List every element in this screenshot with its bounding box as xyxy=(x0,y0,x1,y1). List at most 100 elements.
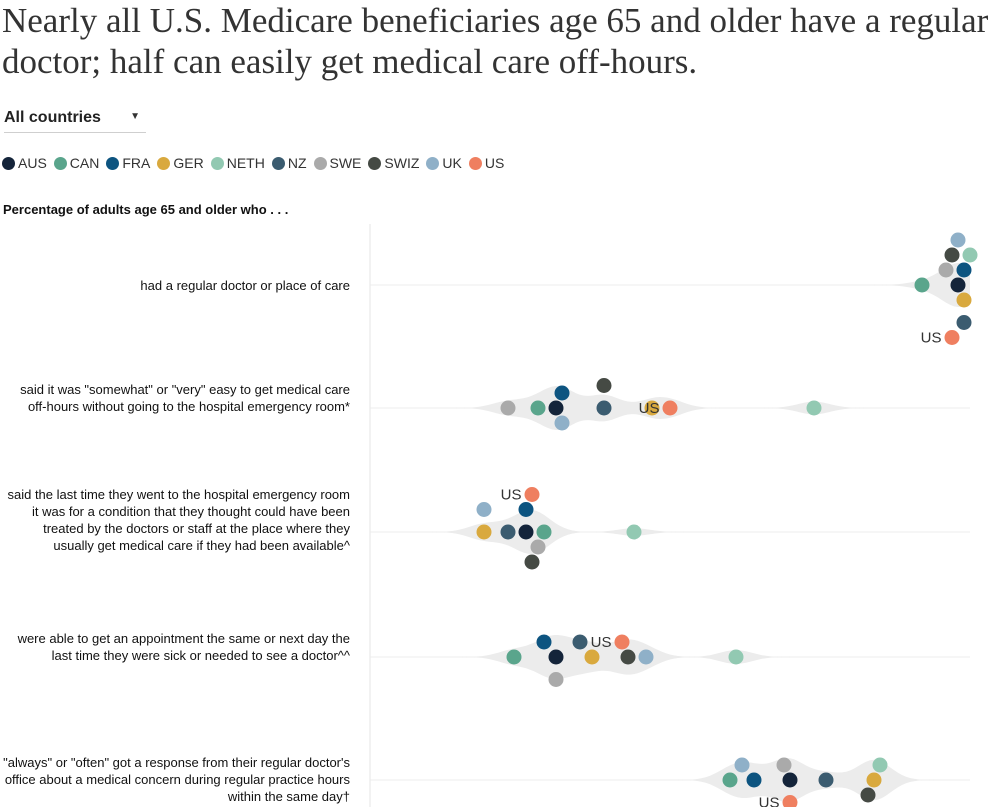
data-point-swiz xyxy=(524,554,540,570)
data-point-us xyxy=(614,634,630,650)
legend-label: NETH xyxy=(226,155,265,171)
data-point-fra xyxy=(536,634,552,650)
data-point-us xyxy=(524,487,540,502)
country-filter-label: All countries xyxy=(4,109,101,126)
data-point-aus xyxy=(518,524,534,540)
data-point-swe xyxy=(938,262,954,278)
legend-item-can: CAN xyxy=(53,155,100,171)
data-point-neth xyxy=(728,649,744,665)
legend-label: FRA xyxy=(122,155,151,171)
density-shape xyxy=(802,263,970,307)
legend-swatch xyxy=(271,156,285,170)
data-point-ger xyxy=(644,400,660,416)
legend-swatch xyxy=(468,156,482,170)
legend-label: UK xyxy=(442,155,462,171)
legend-item-neth: NETH xyxy=(210,155,265,171)
data-point-swe xyxy=(530,539,546,555)
caret-down-icon: ▼ xyxy=(130,111,140,122)
data-point-can xyxy=(506,649,522,665)
us-highlight-label: US xyxy=(639,400,660,417)
data-point-swiz xyxy=(860,787,876,803)
data-point-nz xyxy=(956,315,972,330)
data-point-fra xyxy=(746,772,762,788)
data-point-ger xyxy=(584,649,600,665)
legend-label: NZ xyxy=(287,155,307,171)
data-point-fra xyxy=(956,262,972,278)
data-point-can xyxy=(914,277,930,293)
data-point-swe xyxy=(548,672,564,687)
legend-label: SWE xyxy=(329,155,362,171)
us-highlight-label: US xyxy=(501,487,522,504)
us-highlight-label: US xyxy=(921,330,942,347)
data-point-uk xyxy=(734,757,750,773)
density-shape xyxy=(388,386,932,430)
data-point-can xyxy=(536,524,552,540)
data-point-uk xyxy=(554,415,570,431)
row-label-4: were able to get an appointment the same… xyxy=(17,631,350,663)
data-point-aus xyxy=(950,277,966,293)
data-point-us xyxy=(944,330,960,345)
legend-label: CAN xyxy=(69,155,100,171)
data-point-swe xyxy=(776,757,792,773)
data-point-fra xyxy=(518,502,534,517)
row-label-3: said the last time they went to the hosp… xyxy=(7,487,350,553)
us-highlight-label: US xyxy=(591,634,612,651)
legend-swatch xyxy=(106,156,120,170)
data-point-nz xyxy=(572,634,588,650)
row-label-1: had a regular doctor or place of care xyxy=(140,278,350,293)
data-point-neth xyxy=(626,524,642,540)
data-point-can xyxy=(530,400,546,416)
legend-swatch xyxy=(2,156,15,170)
legend-item-fra: FRA xyxy=(106,155,150,171)
legend-swatch xyxy=(157,156,171,170)
data-point-neth xyxy=(962,247,978,263)
legend-label: SWIZ xyxy=(384,155,420,171)
legend-item-aus: AUS xyxy=(2,155,47,171)
legend-item-swe: SWE xyxy=(313,155,362,171)
legend-swatch xyxy=(210,156,224,170)
data-point-swe xyxy=(500,400,516,416)
us-highlight-label: US xyxy=(759,795,780,807)
data-point-aus xyxy=(548,400,564,416)
legend-label: GER xyxy=(173,155,204,171)
data-point-aus xyxy=(782,772,798,788)
data-point-nz xyxy=(596,400,612,416)
data-point-ger xyxy=(866,772,882,788)
data-point-fra xyxy=(554,385,570,401)
data-point-neth xyxy=(806,400,822,416)
legend-swatch xyxy=(426,156,440,170)
legend: AUS CAN FRA GER NETH NZ SWE SWIZ UK US xyxy=(2,154,511,172)
legend-item-us: US xyxy=(468,155,505,171)
legend-swatch xyxy=(368,156,382,170)
data-point-aus xyxy=(548,649,564,665)
data-point-neth xyxy=(872,757,888,773)
legend-item-nz: NZ xyxy=(271,155,307,171)
legend-item-swiz: SWIZ xyxy=(368,155,419,171)
legend-swatch xyxy=(313,156,327,170)
data-point-swiz xyxy=(620,649,636,665)
data-point-nz xyxy=(500,524,516,540)
page-title: Nearly all U.S. Medicare beneficiaries a… xyxy=(2,1,989,81)
data-point-uk xyxy=(638,649,654,665)
data-point-can xyxy=(722,772,738,788)
data-point-nz xyxy=(818,772,834,788)
data-point-swiz xyxy=(596,378,612,393)
row-label-2: said it was "somewhat" or "very" easy to… xyxy=(20,382,350,414)
legend-label: US xyxy=(484,155,505,171)
country-filter-dropdown[interactable]: All countries ▼ xyxy=(4,106,146,133)
legend-item-ger: GER xyxy=(157,155,204,171)
data-point-ger xyxy=(956,292,972,308)
row-label-5: "always" or "often" got a response from … xyxy=(3,755,350,804)
legend-item-uk: UK xyxy=(426,155,462,171)
data-point-uk xyxy=(476,502,492,517)
data-point-us xyxy=(662,400,678,416)
data-point-ger xyxy=(476,524,492,540)
legend-label: AUS xyxy=(18,155,47,171)
legend-swatch xyxy=(53,156,67,170)
density-shape xyxy=(364,510,752,554)
data-point-us xyxy=(782,795,798,807)
data-point-swiz xyxy=(944,247,960,263)
data-point-uk xyxy=(950,232,966,248)
chart-subtitle: Percentage of adults age 65 and older wh… xyxy=(3,202,289,217)
